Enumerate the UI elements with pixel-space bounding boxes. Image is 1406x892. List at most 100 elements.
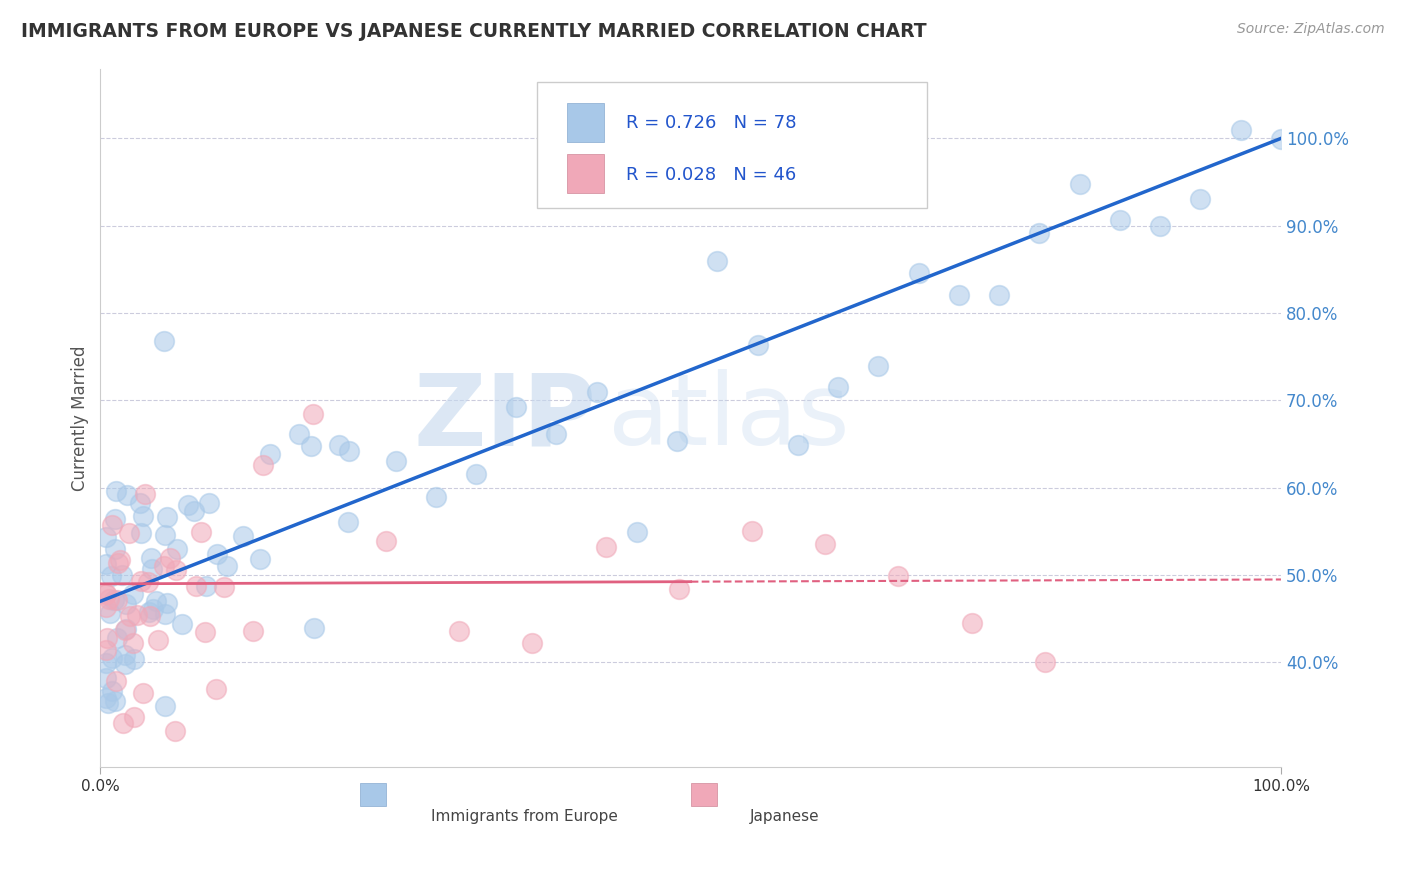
Point [165, 724, 187, 739]
Point [153, 559, 176, 574]
Point [153, 699, 176, 714]
Point [98, 591, 121, 606]
Point [1229, 123, 1251, 137]
Point [337, 444, 360, 458]
FancyBboxPatch shape [567, 154, 605, 193]
Point [1028, 226, 1050, 240]
Text: Japanese: Japanese [749, 809, 820, 824]
Point [96, 587, 118, 601]
Point [1069, 177, 1091, 191]
Point [107, 556, 129, 570]
Point [146, 633, 169, 648]
Point [131, 526, 153, 541]
Point [232, 529, 254, 543]
Point [110, 568, 132, 582]
Point [183, 504, 205, 518]
Point [138, 605, 160, 619]
Text: atlas: atlas [607, 369, 849, 467]
Point [105, 592, 128, 607]
Point [288, 427, 311, 442]
Point [129, 496, 152, 510]
Point [153, 334, 176, 348]
Point [522, 636, 544, 650]
Point [121, 587, 143, 601]
Point [118, 608, 141, 623]
Point [198, 496, 221, 510]
Point [465, 467, 488, 482]
Point [249, 552, 271, 566]
Point [585, 384, 607, 399]
Text: Source: ZipAtlas.com: Source: ZipAtlas.com [1237, 22, 1385, 37]
Point [105, 673, 128, 688]
Point [170, 617, 193, 632]
Point [252, 458, 274, 473]
Point [668, 582, 690, 596]
Point [176, 498, 198, 512]
Point [165, 563, 187, 577]
Point [96, 691, 118, 706]
FancyBboxPatch shape [567, 103, 605, 142]
Point [111, 715, 134, 730]
Point [115, 488, 138, 502]
Point [155, 596, 177, 610]
Point [105, 483, 128, 498]
Point [105, 632, 128, 646]
Y-axis label: Currently Married: Currently Married [72, 345, 89, 491]
Point [626, 525, 648, 540]
Point [706, 254, 728, 268]
Point [1270, 132, 1292, 146]
Point [259, 447, 281, 461]
FancyBboxPatch shape [690, 783, 717, 805]
Point [741, 524, 763, 538]
Point [195, 578, 218, 592]
Point [100, 569, 122, 583]
Point [1109, 212, 1132, 227]
Point [98, 606, 121, 620]
Point [118, 526, 141, 541]
Point [96, 587, 118, 601]
Point [960, 615, 983, 630]
Point [141, 550, 163, 565]
Point [96, 671, 118, 685]
Point [887, 569, 910, 583]
Point [103, 694, 125, 708]
Point [190, 524, 212, 539]
Point [96, 631, 118, 645]
Point [101, 651, 124, 665]
Point [166, 542, 188, 557]
Point [907, 266, 929, 280]
Point [97, 696, 120, 710]
Point [122, 636, 145, 650]
Point [336, 515, 359, 529]
Point [666, 434, 689, 448]
FancyBboxPatch shape [360, 783, 387, 805]
Point [114, 657, 136, 672]
Text: ZIP: ZIP [413, 369, 596, 467]
Point [145, 594, 167, 608]
Point [299, 439, 322, 453]
Point [449, 624, 471, 638]
Point [156, 509, 179, 524]
Point [384, 454, 406, 468]
Point [988, 288, 1011, 302]
Point [159, 550, 181, 565]
Point [134, 487, 156, 501]
Point [153, 607, 176, 621]
Point [122, 652, 145, 666]
Point [142, 602, 165, 616]
Point [114, 648, 136, 662]
Point [155, 528, 177, 542]
Point [131, 686, 153, 700]
Point [96, 600, 118, 615]
Point [96, 643, 118, 657]
Point [546, 427, 568, 442]
Point [747, 338, 769, 352]
Point [948, 288, 970, 302]
Point [141, 562, 163, 576]
Text: R = 0.028   N = 46: R = 0.028 N = 46 [626, 166, 796, 184]
Point [1033, 656, 1056, 670]
Point [132, 509, 155, 524]
Point [115, 597, 138, 611]
Point [505, 400, 527, 414]
Point [96, 529, 118, 543]
